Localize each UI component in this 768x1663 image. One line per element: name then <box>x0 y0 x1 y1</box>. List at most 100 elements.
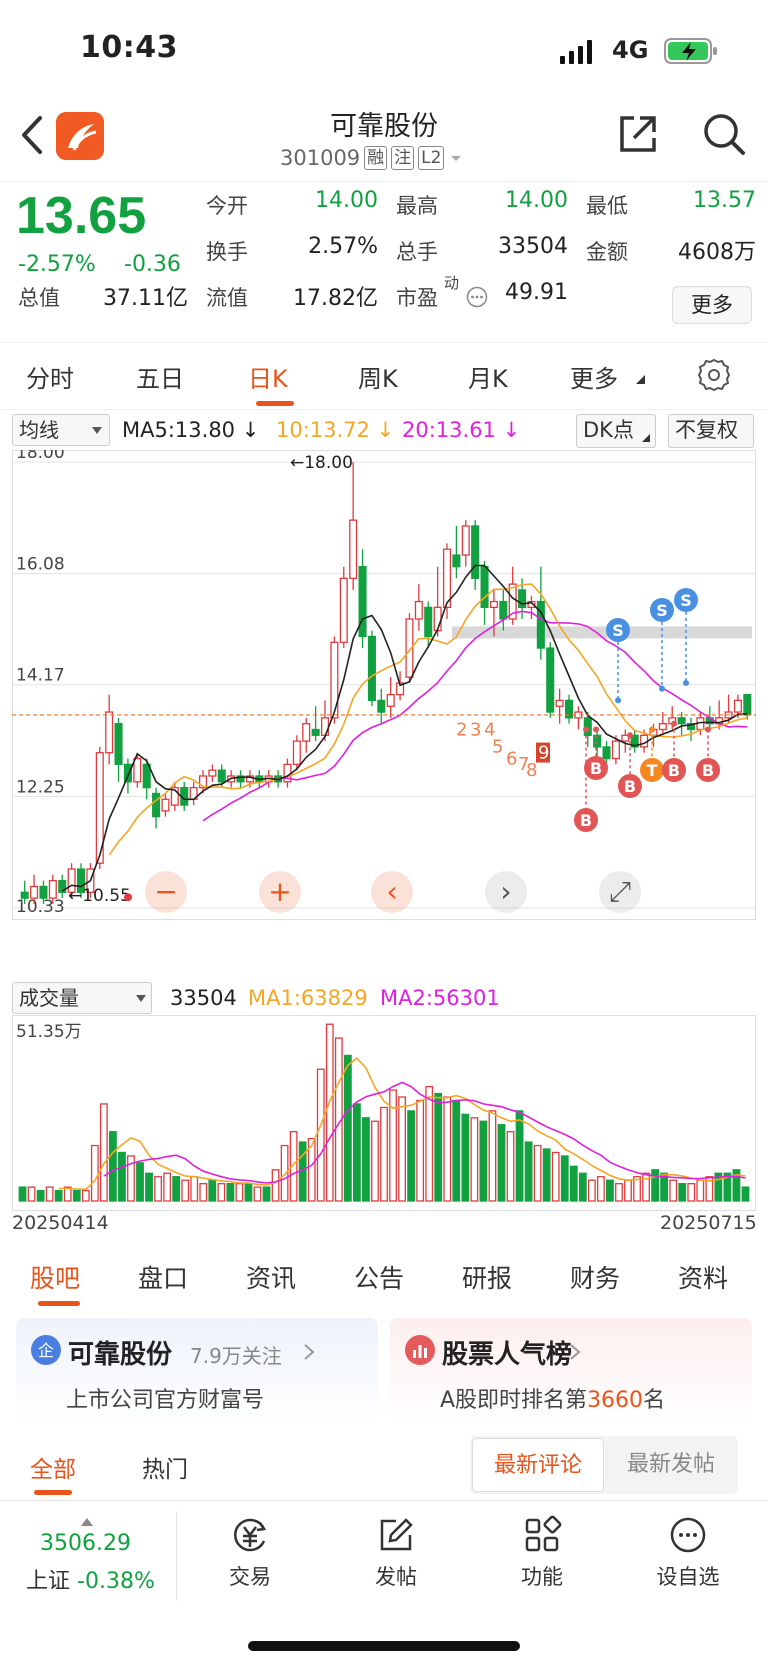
candle-body <box>611 740 620 760</box>
tab-intraday[interactable]: 分时 <box>26 365 74 393</box>
ma-legend-row: 均线 MA5:13.80 ↓ 10:13.72 ↓ 20:13.61 ↓ DK点… <box>0 412 768 450</box>
tab-weekly-k[interactable]: 周K <box>358 365 398 393</box>
add-watchlist-label: 设自选 <box>656 1565 720 1589</box>
volume-chart[interactable]: 51.35万 <box>12 1015 756 1211</box>
tab-finance[interactable]: 财务 <box>570 1264 621 1293</box>
chart-start-date: 20250414 <box>12 1212 109 1234</box>
volume-bar <box>624 1179 632 1202</box>
signal-dot <box>649 726 655 733</box>
tab-pankou[interactable]: 盘口 <box>138 1264 189 1293</box>
candle-body <box>377 699 386 713</box>
candle-body <box>330 641 339 719</box>
volume-bar <box>325 1023 334 1202</box>
battery-charging-icon <box>664 38 717 64</box>
chart-control-prev[interactable]: ‹ <box>371 871 413 913</box>
chart-control-fullscreen[interactable]: ⤢ <box>599 871 641 913</box>
signal-badge-text: T <box>647 761 658 780</box>
tab-more[interactable]: 更多 <box>570 365 618 393</box>
signal-dot <box>659 685 665 692</box>
volume-bar <box>461 1113 470 1202</box>
svg-text:−: − <box>154 875 177 908</box>
signal-badge <box>574 808 598 832</box>
tab-guba[interactable]: 股吧 <box>30 1264 81 1293</box>
popularity-rank-card[interactable]: 股票人气榜 A股即时排名第3660名 <box>390 1318 752 1426</box>
volume-bar <box>434 1092 443 1202</box>
candlestick-chart[interactable]: 18.00 16.08 14.17 12.25 10.33 ←18.00 ←10.55 2 3 4… <box>12 450 756 975</box>
volume-bar <box>190 1176 199 1202</box>
tab-daily-k[interactable]: 日K <box>248 365 288 393</box>
volume-bar <box>687 1183 696 1202</box>
volume-bar <box>470 1117 479 1202</box>
candle-body <box>743 693 752 716</box>
volume-bar <box>271 1169 280 1202</box>
volume-bar <box>506 1131 515 1202</box>
amount-label: 金额 <box>586 240 628 264</box>
candle-body <box>133 757 142 783</box>
company-account-card[interactable]: 企 可靠股份 7.9万关注 上市公司官方财富号 <box>16 1318 378 1426</box>
volume-bar <box>36 1189 45 1202</box>
tab-profile[interactable]: 资料 <box>678 1264 729 1293</box>
tab-research[interactable]: 研报 <box>462 1264 513 1293</box>
trade-button[interactable]: 交易 <box>200 1511 300 1591</box>
chart-control-next[interactable]: › <box>485 871 527 913</box>
sort-latest-post[interactable]: 最新发帖 <box>626 1452 715 1477</box>
signal-badge <box>606 618 630 642</box>
chart-control-zoom-out[interactable]: − <box>145 871 187 913</box>
volume-bar <box>163 1172 172 1202</box>
more-quote-button[interactable]: 更多 <box>672 286 752 324</box>
back-icon[interactable] <box>18 110 48 160</box>
signal-badge-text: S <box>656 601 668 620</box>
search-icon[interactable] <box>700 110 748 158</box>
signal-badge <box>674 588 698 612</box>
gear-icon[interactable] <box>696 357 732 393</box>
high-price-label: ←18.00 <box>290 453 353 473</box>
volume-bar <box>127 1155 135 1202</box>
post-button[interactable]: 发帖 <box>346 1511 446 1591</box>
volume-bar <box>362 1117 370 1202</box>
volume-indicator-select[interactable]: 成交量 <box>12 982 152 1014</box>
trade-yen-icon <box>234 1518 267 1552</box>
adjust-button[interactable]: 不复权 <box>668 414 754 448</box>
candle-body <box>30 885 39 899</box>
ma10-value: 10:13.72 ↓ <box>276 418 395 442</box>
candle-body <box>499 600 508 620</box>
sort-latest-comment[interactable]: 最新评论 <box>472 1438 604 1492</box>
tab-five-day[interactable]: 五日 <box>136 365 184 393</box>
select-caret-icon <box>92 427 102 434</box>
volume-bar <box>660 1172 669 1202</box>
rank-card-title: 股票人气榜 <box>442 1340 573 1370</box>
candle-body <box>48 880 57 899</box>
filter-all[interactable]: 全部 <box>30 1457 76 1483</box>
signal-badge <box>584 756 608 780</box>
filter-hot[interactable]: 热门 <box>142 1457 188 1483</box>
share-icon[interactable] <box>614 110 662 158</box>
candle-body <box>302 723 311 742</box>
indicator-select[interactable]: 均线 <box>12 414 110 446</box>
tab-announcements[interactable]: 公告 <box>354 1264 405 1293</box>
index-value: 3506.29 <box>40 1531 131 1556</box>
expand-up-icon[interactable] <box>80 1517 94 1527</box>
dk-point-label: DK点 <box>583 418 634 442</box>
tab-monthly-k[interactable]: 月K <box>468 365 508 393</box>
candle-body <box>105 711 114 754</box>
info-dots-icon[interactable] <box>466 286 488 308</box>
function-button[interactable]: 功能 <box>492 1511 592 1591</box>
index-label[interactable]: 上证 -0.38% <box>26 1563 155 1595</box>
signal-dot <box>583 726 589 733</box>
tab-news[interactable]: 资讯 <box>246 1264 297 1293</box>
volume-bar <box>253 1186 262 1202</box>
signal-badge <box>650 598 674 622</box>
volume-bar <box>280 1144 289 1202</box>
add-watchlist-button[interactable]: 设自选 <box>638 1511 738 1591</box>
chart-control-zoom-in[interactable]: + <box>259 871 301 913</box>
stock-header: 可靠股份 301009 融 注 L2 <box>0 100 768 182</box>
volume-bar <box>145 1172 153 1202</box>
volume-bar <box>524 1141 533 1202</box>
stock-code-row[interactable]: 301009 融 注 L2 <box>280 146 464 170</box>
turnover-label: 换手 <box>206 240 248 264</box>
signal-badge <box>662 758 686 782</box>
volume-bar <box>63 1186 72 1202</box>
dk-point-button[interactable]: DK点 <box>576 414 656 448</box>
volume-bar <box>714 1172 723 1202</box>
signal-label: 9 <box>538 743 549 764</box>
